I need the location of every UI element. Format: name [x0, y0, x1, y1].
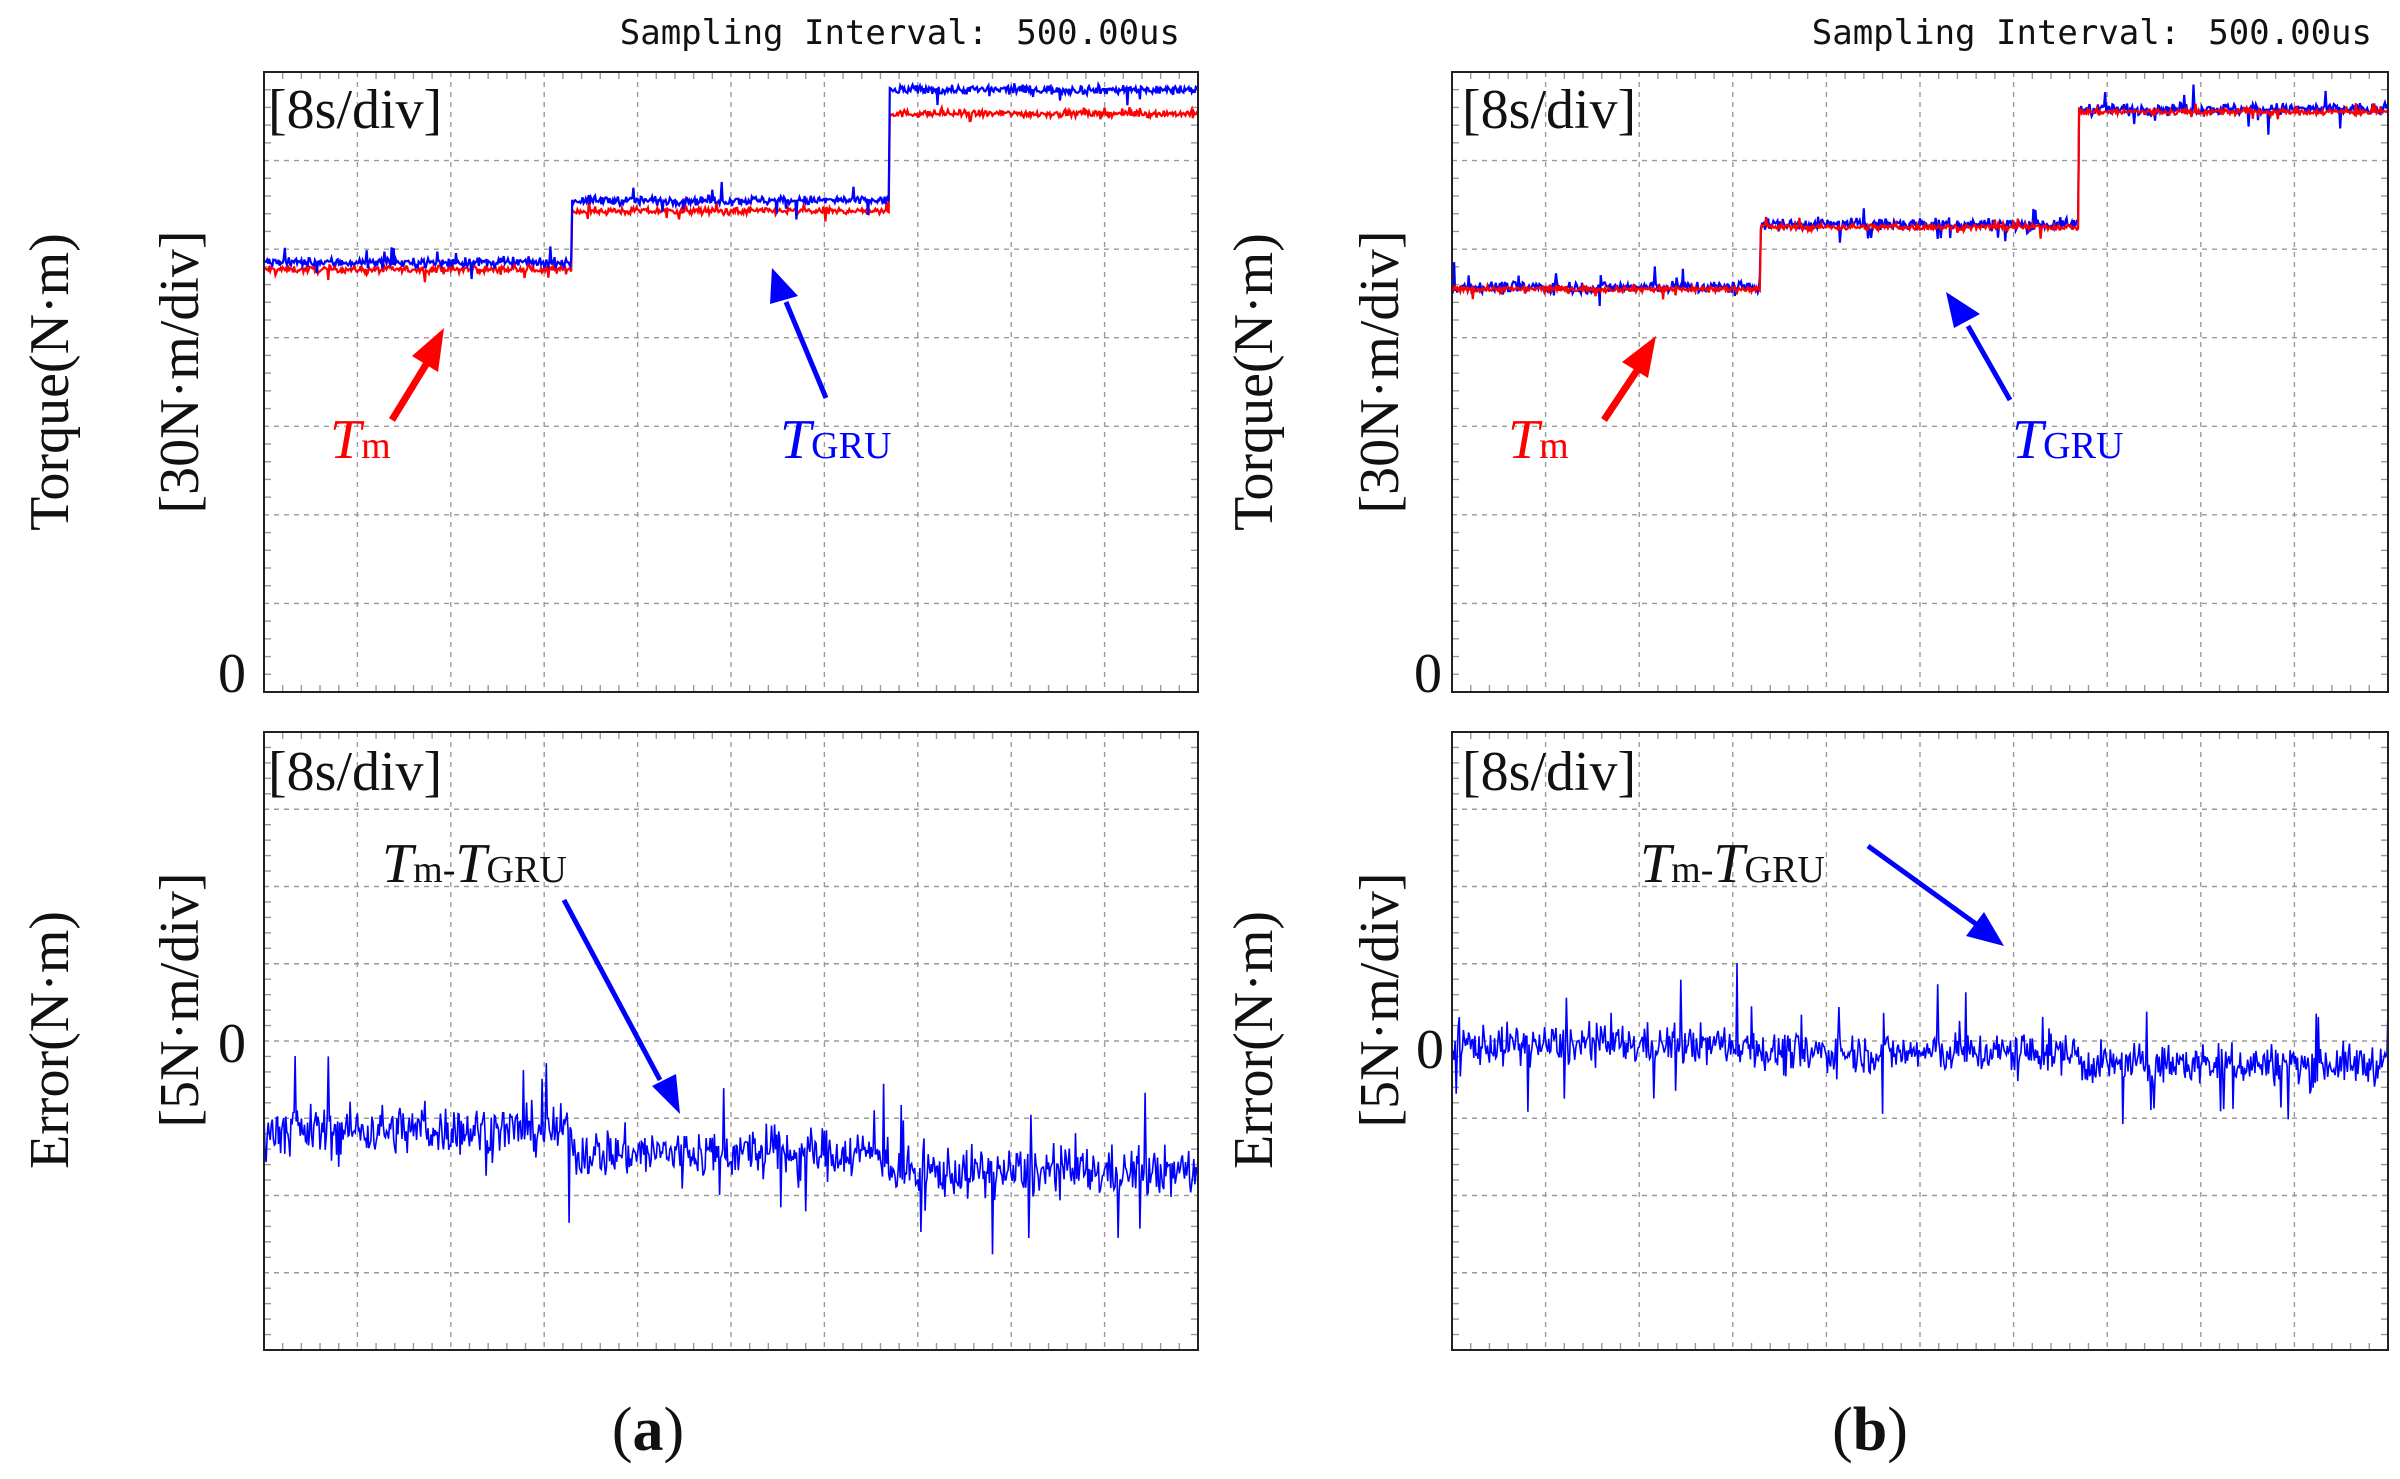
- label-tgru-a: TGRU: [780, 409, 891, 471]
- trace-tm: [1450, 103, 2389, 300]
- trace-tm: [263, 103, 1200, 283]
- arrow-tgru-a: [770, 268, 829, 399]
- ylabel-torque-b: Torque(N·m): [1223, 233, 1285, 531]
- torque-plot-a: [8s/div] 0 Torque(N·m) [30N·m/div] Tm TG…: [19, 71, 1200, 705]
- timebase-error-b: [8s/div]: [1462, 741, 1636, 803]
- plot-frame-error-a: [263, 731, 1199, 1351]
- arrow-tgru-b: [1946, 292, 2013, 402]
- caption-a: (a): [612, 1396, 684, 1464]
- ylabel-error-b: Error(N·m): [1223, 911, 1285, 1169]
- traces-torque-b: [1450, 84, 2390, 307]
- error-plot-b: [8s/div] 0 Error(N·m) [5N·m/div] Tm-TGRU: [1223, 731, 2389, 1351]
- yscale-error-a: [5N·m/div]: [149, 872, 211, 1127]
- timebase-torque-a: [8s/div]: [268, 79, 442, 141]
- plot-frame-torque-b: [1451, 71, 2389, 693]
- arrow-tm-a: [389, 328, 444, 422]
- trace-tm-tgru: [1451, 962, 2389, 1125]
- zero-label-error-a: 0: [218, 1013, 246, 1075]
- traces-error-b: [1451, 962, 2389, 1125]
- grid-error-b: [1452, 732, 2388, 1350]
- plot-frame-torque-a: [263, 71, 1199, 693]
- arrow-tm-b: [1601, 336, 1656, 422]
- timebase-torque-b: [8s/div]: [1462, 79, 1636, 141]
- arrow-error-b: [1866, 843, 2004, 946]
- torque-plot-b: [8s/div] 0 Torque(N·m) [30N·m/div] Tm TG…: [1223, 71, 2390, 705]
- ylabel-error-a: Error(N·m): [19, 911, 81, 1169]
- grid-torque-a: [264, 72, 1198, 692]
- label-tgru-b: TGRU: [2012, 409, 2123, 471]
- label-tm-b: Tm: [1508, 409, 1569, 471]
- header-b: Sampling Interval: 500.00us: [1812, 13, 2372, 53]
- arrow-error-a: [561, 898, 680, 1114]
- ylabel-torque-a: Torque(N·m): [19, 233, 81, 531]
- grid-error-a: [264, 732, 1198, 1350]
- zero-label-error-b: 0: [1416, 1019, 1444, 1081]
- yscale-error-b: [5N·m/div]: [1349, 872, 1411, 1127]
- label-error-b: Tm-TGRU: [1640, 833, 1825, 895]
- label-tm-a: Tm: [330, 409, 391, 471]
- zero-label-torque-a: 0: [218, 643, 246, 705]
- grid-torque-b: [1452, 72, 2388, 692]
- traces-error-a: [263, 1055, 1199, 1255]
- label-error-a: Tm-TGRU: [382, 833, 567, 895]
- plot-frame-error-b: [1451, 731, 2389, 1351]
- panel-a: Sampling Interval: 500.00us [8s/div] 0 To…: [19, 13, 1200, 1464]
- trace-tgru: [263, 80, 1199, 280]
- timebase-error-a: [8s/div]: [268, 741, 442, 803]
- panel-b: Sampling Interval: 500.00us [8s/div] 0 To…: [1223, 13, 2390, 1464]
- header-a: Sampling Interval: 500.00us: [620, 13, 1180, 53]
- yscale-torque-b: [30N·m/div]: [1349, 230, 1411, 513]
- zero-label-torque-b: 0: [1414, 643, 1442, 705]
- caption-b: (b): [1832, 1396, 1908, 1464]
- traces-torque-a: [263, 80, 1200, 283]
- yscale-torque-a: [30N·m/div]: [149, 230, 211, 513]
- error-plot-a: [8s/div] 0 Error(N·m) [5N·m/div] Tm-TGRU: [19, 731, 1199, 1351]
- trace-tm-tgru: [263, 1055, 1199, 1255]
